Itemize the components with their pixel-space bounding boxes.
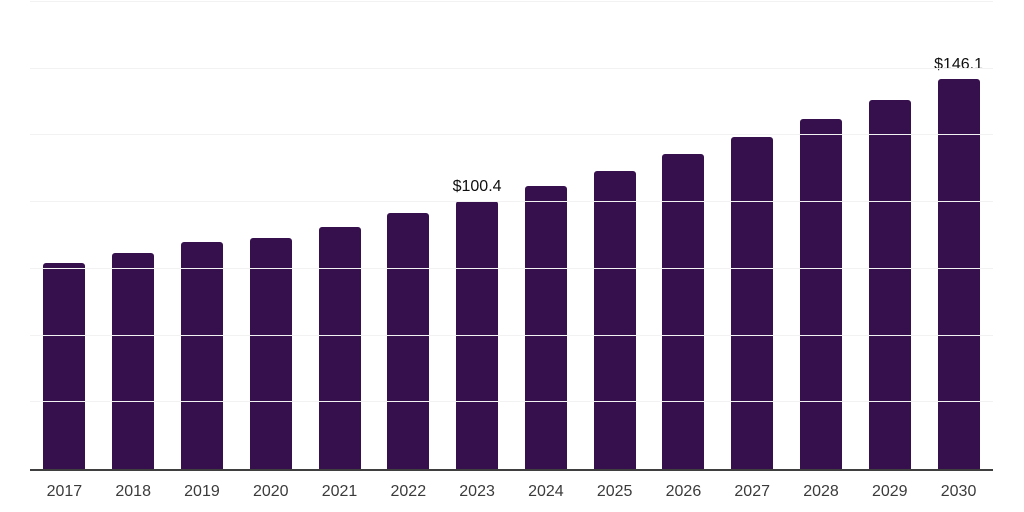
bar-slot: $146.1	[924, 2, 993, 469]
bar-value-label-2023: $100.4	[452, 178, 502, 196]
bar-2020	[249, 237, 292, 469]
bar-value-label-2030: $146.1	[934, 56, 984, 74]
bar-2030	[937, 79, 980, 469]
bar-slot	[30, 2, 99, 469]
x-tick-label-2025: 2025	[596, 483, 633, 500]
bar-2027	[731, 137, 774, 469]
x-tick-label-2019: 2019	[184, 483, 220, 500]
bar-2026	[662, 154, 705, 469]
bar-slot	[168, 2, 237, 469]
bar-slot	[511, 2, 580, 469]
bar-slot	[374, 2, 443, 469]
bar-slot	[99, 2, 168, 469]
x-tick-label-2029: 2029	[871, 483, 908, 500]
x-tick-label-2023: 2023	[459, 483, 495, 500]
bar-slot	[305, 2, 374, 469]
bar-2025	[593, 170, 636, 469]
x-axis-labels: 2017 2018 2019 2020 2021 2022 2023 2024 2025 2026…	[30, 482, 993, 501]
bar-2023	[456, 201, 499, 469]
bar-slot: $100.4	[443, 2, 512, 469]
bar-slot	[236, 2, 305, 469]
x-tick-label-2021: 2021	[321, 483, 358, 500]
x-tick-label-2022: 2022	[390, 483, 427, 500]
bar-2022	[387, 213, 430, 469]
bars-row: $100.4 $146.1	[30, 2, 993, 469]
x-tick-label-2024: 2024	[528, 483, 564, 500]
x-tick-label-2018: 2018	[115, 483, 151, 500]
bar-2017	[43, 262, 86, 469]
bar-slot	[855, 2, 924, 469]
bar-2018	[112, 253, 155, 469]
x-tick-label-2030: 2030	[940, 483, 977, 500]
bar-2021	[318, 226, 361, 469]
bar-2019	[180, 241, 223, 469]
bar-2024	[524, 186, 567, 469]
bar-slot	[580, 2, 649, 469]
plot-area: $100.4 $146.1	[30, 1, 993, 471]
x-tick-label-2027: 2027	[734, 483, 770, 500]
x-tick-label-2028: 2028	[803, 483, 839, 500]
bar-2029	[868, 99, 911, 469]
x-tick-label-2026: 2026	[665, 483, 702, 500]
x-tick-label-2020: 2020	[252, 483, 289, 500]
bar-2028	[799, 118, 842, 469]
bar-slot	[649, 2, 718, 469]
bar-slot	[787, 2, 856, 469]
x-tick-label-2017: 2017	[46, 483, 83, 500]
bar-slot	[718, 2, 787, 469]
